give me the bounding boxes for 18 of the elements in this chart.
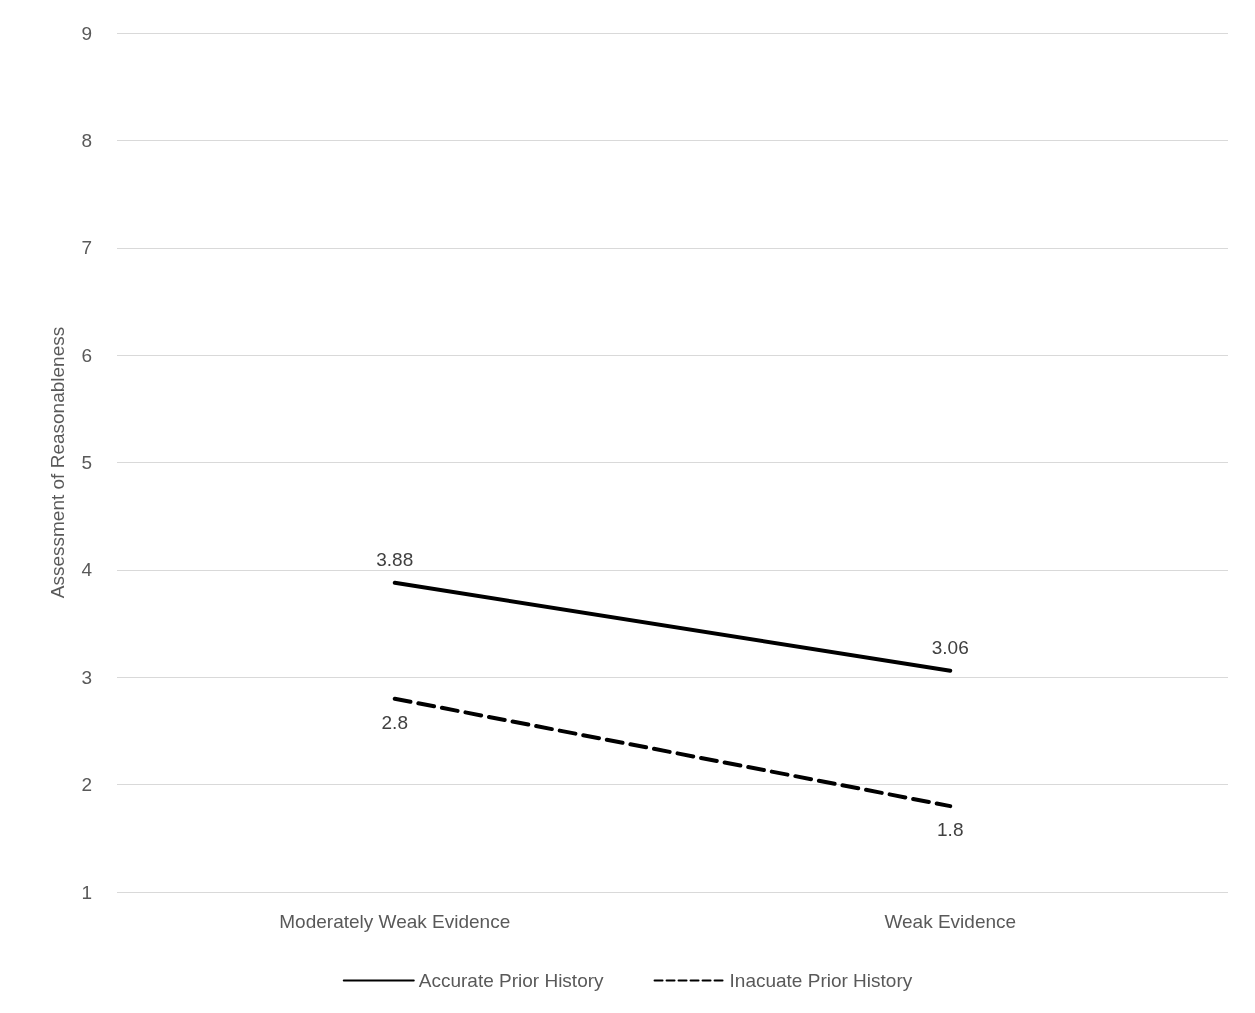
- x-tick-label: Weak Evidence: [884, 911, 1017, 932]
- data-label: 3.06: [931, 636, 969, 658]
- y-tick-label: 3: [81, 666, 92, 688]
- y-axis-title: Assessment of Reasonableness: [47, 326, 68, 599]
- data-label: 1.8: [937, 819, 964, 841]
- y-tick-label: 2: [81, 774, 92, 796]
- y-tick-label: 8: [81, 129, 92, 151]
- x-tick-label: Moderately Weak Evidence: [279, 911, 511, 932]
- data-label: 2.8: [381, 711, 408, 733]
- y-tick-label: 9: [81, 22, 92, 44]
- y-tick-label: 6: [81, 344, 92, 366]
- y-tick-label: 7: [81, 237, 92, 259]
- data-label: 3.88: [376, 548, 414, 570]
- legend-label: Accurate Prior History: [418, 970, 605, 991]
- y-tick-label: 5: [81, 452, 92, 473]
- legend-label: Inacuate Prior History: [729, 970, 913, 991]
- y-tick-label: 4: [81, 559, 93, 581]
- y-tick-label: 1: [81, 881, 92, 903]
